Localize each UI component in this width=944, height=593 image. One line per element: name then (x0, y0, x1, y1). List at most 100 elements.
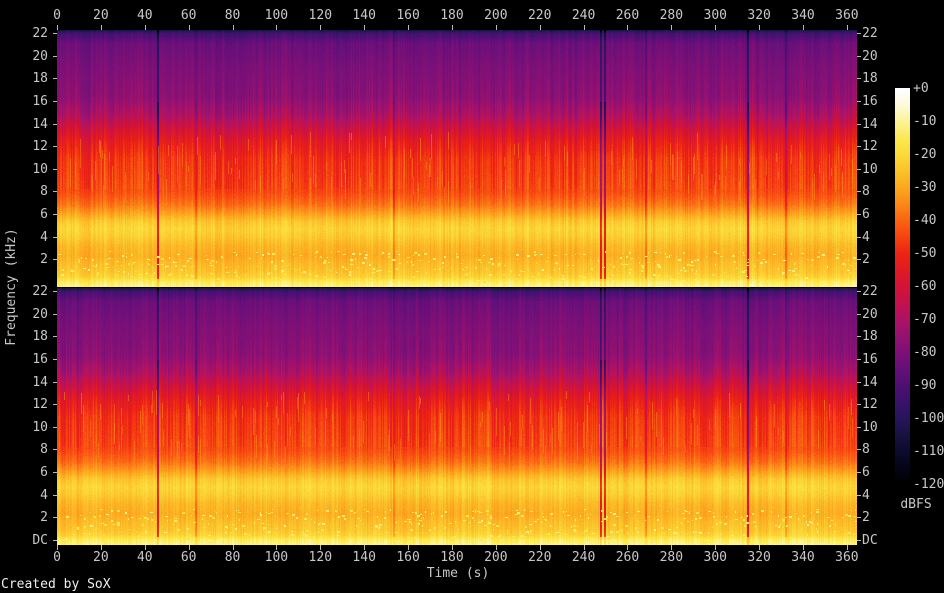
freq-tick (857, 314, 861, 315)
time-tick-label: 0 (53, 550, 61, 565)
freq-tick (857, 336, 861, 337)
time-tick (408, 545, 409, 550)
time-tick-label: 80 (224, 550, 241, 565)
freq-tick-label: 12 (32, 397, 48, 412)
time-tick (452, 545, 453, 550)
colorbar-unit-label: dBFS (900, 497, 932, 512)
freq-dc-label: DC (862, 533, 878, 548)
freq-tick-label: 16 (32, 352, 48, 367)
time-tick (540, 25, 541, 30)
time-tick-label: 40 (136, 550, 153, 565)
freq-tick (857, 214, 861, 215)
time-tick-label: 280 (659, 8, 684, 23)
freq-tick-label: 14 (862, 117, 878, 132)
time-tick (320, 25, 321, 30)
time-tick (233, 545, 234, 550)
freq-tick-label: 6 (862, 465, 870, 480)
freq-tick-label: 8 (40, 184, 48, 199)
spectrogram-channel-2 (57, 288, 857, 545)
freq-tick (857, 259, 861, 260)
freq-tick (53, 56, 57, 57)
time-tick (627, 25, 628, 30)
time-tick (57, 545, 58, 550)
time-tick-label: 40 (136, 8, 153, 23)
freq-tick-label: 2 (40, 252, 48, 267)
freq-tick-label: 14 (32, 375, 48, 390)
time-tick-label: 220 (527, 8, 552, 23)
time-tick (408, 25, 409, 30)
time-tick-label: 80 (224, 8, 241, 23)
colorbar-tick-label: -30 (913, 180, 937, 195)
freq-tick-label: 4 (862, 488, 870, 503)
time-tick-label: 100 (264, 8, 289, 23)
freq-tick-label: 10 (32, 420, 48, 435)
freq-tick (857, 291, 861, 292)
time-tick (496, 545, 497, 550)
freq-tick-label: 22 (862, 26, 878, 41)
freq-tick-label: 12 (862, 139, 878, 154)
freq-tick (53, 78, 57, 79)
freq-tick (53, 259, 57, 260)
freq-tick (857, 33, 861, 34)
freq-tick-label: 18 (862, 71, 878, 86)
freq-tick (53, 124, 57, 125)
freq-tick (857, 382, 861, 383)
freq-tick (53, 359, 57, 360)
time-tick-label: 100 (264, 550, 289, 565)
freq-tick (857, 517, 861, 518)
time-tick (540, 545, 541, 550)
colorbar-tick-label: -60 (913, 279, 937, 294)
freq-tick (53, 540, 57, 541)
freq-tick-label: 2 (862, 510, 870, 525)
freq-tick (857, 495, 861, 496)
freq-tick-label: 22 (32, 26, 48, 41)
freq-tick (857, 56, 861, 57)
time-tick-label: 200 (484, 550, 508, 565)
time-tick (803, 545, 804, 550)
time-tick-label: 120 (308, 8, 333, 23)
time-tick-label: 140 (352, 8, 376, 23)
freq-tick-label: 10 (862, 420, 878, 435)
freq-tick-label: 20 (862, 307, 878, 322)
colorbar-tick-label: -120 (913, 477, 944, 492)
colorbar-tick-label: -70 (913, 312, 937, 327)
colorbar-tick-label: +0 (913, 81, 929, 96)
time-tick-label: 280 (659, 550, 684, 565)
time-tick (276, 25, 277, 30)
time-tick (671, 545, 672, 550)
freq-tick-label: 8 (862, 184, 870, 199)
colorbar-tick-label: -100 (913, 411, 944, 426)
time-tick-label: 160 (396, 8, 420, 23)
time-tick-label: 240 (571, 8, 596, 23)
time-tick (145, 545, 146, 550)
freq-tick-label: 22 (862, 284, 878, 299)
freq-tick-label: 12 (862, 397, 878, 412)
freq-tick-label: 10 (32, 162, 48, 177)
time-tick (584, 545, 585, 550)
colorbar-tick-label: -90 (913, 378, 937, 393)
time-tick (759, 25, 760, 30)
time-tick-label: 140 (352, 550, 376, 565)
freq-tick-label: 16 (862, 352, 878, 367)
time-tick (364, 545, 365, 550)
freq-tick-label: 4 (862, 230, 870, 245)
freq-tick (857, 404, 861, 405)
freq-tick (53, 382, 57, 383)
freq-tick-label: 2 (40, 510, 48, 525)
freq-tick-label: 20 (862, 49, 878, 64)
freq-tick (53, 404, 57, 405)
time-tick-label: 200 (484, 8, 508, 23)
freq-tick (857, 449, 861, 450)
freq-tick (53, 314, 57, 315)
time-tick-label: 320 (747, 550, 771, 565)
freq-tick-label: 6 (862, 207, 870, 222)
sox-credit: Created by SoX (1, 577, 111, 592)
time-tick-label: 180 (440, 550, 464, 565)
freq-tick-label: 8 (862, 442, 870, 457)
freq-tick (53, 101, 57, 102)
time-tick (189, 545, 190, 550)
spectrogram-channel-1 (57, 30, 857, 287)
freq-tick (53, 237, 57, 238)
freq-tick (53, 33, 57, 34)
freq-tick (857, 124, 861, 125)
